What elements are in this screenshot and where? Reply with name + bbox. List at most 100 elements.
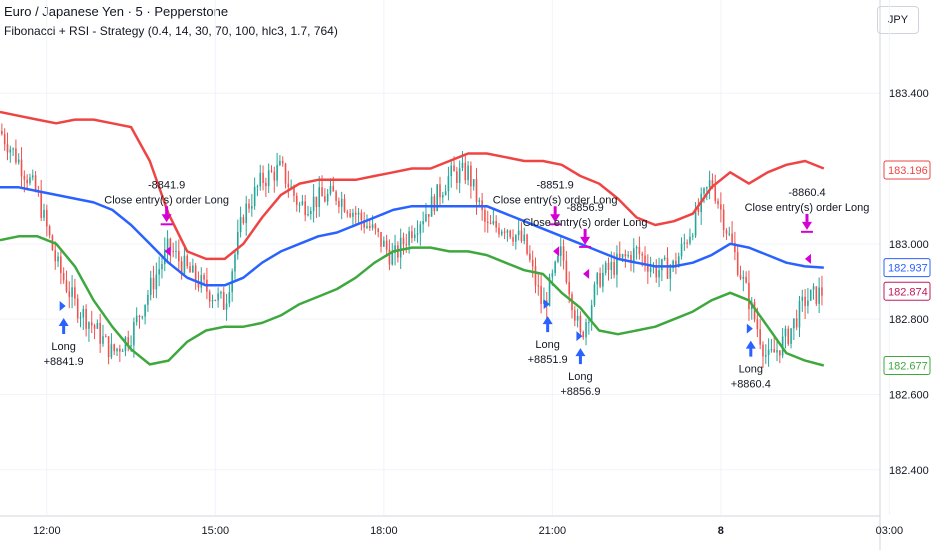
- candle-body: [48, 226, 51, 236]
- candle-body: [717, 200, 719, 205]
- time-axis: 06:0009:0012:0015:0018:0021:00803:0006:0…: [0, 515, 903, 537]
- band-lines: [0, 110, 825, 367]
- candle-body: [416, 233, 419, 235]
- candle-body: [559, 246, 562, 256]
- candle-body: [756, 319, 759, 330]
- candle-body: [1, 130, 3, 135]
- entry-pnl: +8851.9: [528, 354, 568, 366]
- x-tick-label: 21:00: [539, 525, 567, 537]
- candle-body: [776, 350, 778, 353]
- candle-body: [689, 236, 691, 244]
- candle-body: [88, 322, 90, 329]
- candle-body: [138, 315, 141, 318]
- candle-body: [506, 230, 509, 233]
- candle-body: [408, 231, 410, 246]
- candle-body: [540, 286, 542, 304]
- candle-body: [318, 187, 321, 207]
- entry-flag: [543, 299, 550, 310]
- candle-body: [245, 203, 248, 224]
- entry-label: Long: [535, 339, 559, 351]
- y-tick-label: 182.600: [889, 389, 929, 401]
- candle-body: [119, 348, 121, 352]
- candle-body: [368, 225, 371, 228]
- candle-body: [562, 246, 565, 261]
- upper-price-label: 183.196: [888, 165, 928, 177]
- candle-body: [166, 238, 169, 250]
- candle-body: [141, 316, 144, 318]
- candle-body: [815, 286, 818, 304]
- entry-label: Long: [568, 371, 592, 383]
- mid-band-line: [0, 186, 824, 287]
- lower-band-line: [0, 235, 825, 367]
- candle-body: [467, 165, 469, 181]
- candle-body: [821, 287, 823, 296]
- entry-flag: [576, 331, 583, 342]
- candle-body: [495, 220, 497, 228]
- candle-body: [798, 300, 801, 328]
- candle-body: [764, 355, 767, 357]
- candle-body: [630, 254, 632, 263]
- candle-body: [149, 277, 152, 295]
- candle-body: [82, 308, 85, 318]
- exit-label: Close entry(s) order Long: [104, 194, 229, 206]
- candle-body: [183, 255, 186, 274]
- exit-arrow-icon: [580, 228, 591, 245]
- candle-body: [107, 336, 110, 358]
- candle-body: [43, 209, 45, 218]
- candle-body: [649, 267, 652, 272]
- entry-pnl: +8860.4: [731, 379, 771, 391]
- candle-body: [621, 254, 624, 258]
- indicator-label[interactable]: Fibonacci + RSI - Strategy (0.4, 14, 30,…: [4, 24, 338, 38]
- candle-body: [722, 209, 725, 231]
- candle-body: [113, 344, 116, 352]
- candle-body: [720, 204, 722, 210]
- candle-body: [486, 221, 489, 223]
- candle-body: [624, 254, 627, 257]
- candle-body: [484, 210, 486, 222]
- candle-body: [12, 148, 14, 150]
- exit-pnl: -8860.4: [788, 187, 825, 199]
- candle-body: [310, 210, 312, 215]
- candle-body: [203, 275, 205, 280]
- candle-body: [658, 270, 660, 278]
- candle-body: [279, 160, 281, 166]
- candle-body: [413, 234, 416, 239]
- candle-body: [669, 267, 672, 279]
- candle-body: [627, 254, 629, 257]
- candle-body: [197, 281, 200, 288]
- candle-body: [666, 257, 669, 279]
- candle-body: [439, 184, 441, 198]
- candle-body: [130, 345, 132, 347]
- candle-body: [349, 213, 351, 217]
- candle-body: [380, 232, 382, 247]
- candle-body: [65, 280, 68, 292]
- candle-body: [273, 171, 276, 181]
- candle-body: [217, 293, 219, 301]
- y-tick-label: 182.400: [889, 465, 929, 477]
- exit-label: Close entry(s) order Long: [523, 217, 648, 229]
- currency-button[interactable]: JPY: [877, 6, 919, 34]
- candle-body: [644, 255, 646, 265]
- candle-body: [326, 193, 329, 202]
- candle-body: [324, 196, 326, 202]
- candle-body: [236, 232, 239, 255]
- candle-body: [537, 285, 540, 287]
- candle-body: [228, 292, 231, 304]
- entry-pnl: +8841.9: [44, 356, 84, 368]
- candle-body: [144, 304, 146, 317]
- candle-body: [728, 233, 731, 235]
- candle-body: [767, 349, 770, 356]
- y-tick-label: 182.800: [889, 314, 929, 326]
- candle-body: [242, 217, 245, 224]
- entry-label: Long: [51, 341, 75, 353]
- candle-body: [784, 328, 787, 337]
- candle-body: [371, 224, 374, 228]
- trade-markers: Long +8841.9 -8841.9 Close entry(s) order L…: [44, 179, 870, 398]
- candle-body: [315, 196, 318, 207]
- candle-body: [616, 253, 618, 275]
- long-arrow-icon: [745, 340, 756, 357]
- candle-body: [576, 315, 579, 321]
- candles: [1, 123, 823, 368]
- candle-body: [96, 323, 99, 329]
